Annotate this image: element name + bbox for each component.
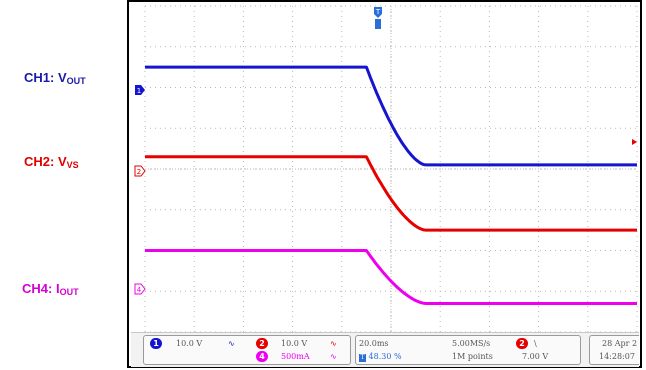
trigger-slope: \ <box>534 339 537 348</box>
ch4-label: CH4: IOUT <box>22 281 79 297</box>
trigger-level-marker[interactable] <box>632 139 637 145</box>
trigger-position-marker[interactable]: T <box>374 7 382 29</box>
timebase: 20.0ms <box>359 339 389 348</box>
ch4-badge: 4 <box>256 351 268 362</box>
trigger-level: 7.00 V <box>522 352 549 361</box>
ch4-trace <box>145 249 637 305</box>
ch1-label: CH1: VOUT <box>24 70 86 86</box>
graticule <box>144 5 638 333</box>
trigger-position: T 48.30 % <box>359 352 402 362</box>
ch2-label: CH2: VVS <box>24 154 79 170</box>
ch1-trace <box>145 65 637 167</box>
ch2-trace <box>145 155 637 232</box>
ch1-marker-label: 1 <box>137 87 141 95</box>
ch1-ground-marker[interactable]: 1 <box>135 85 145 95</box>
ch1-bandwidth-icon: ∿ <box>228 339 235 348</box>
traces <box>145 65 637 305</box>
oscilloscope-screen <box>127 0 642 368</box>
ch4-ground-marker[interactable]: 4 <box>134 283 146 295</box>
ch1-scale: 10.0 V <box>176 339 203 348</box>
ch1-badge: 1 <box>150 338 162 349</box>
status-bar: 1 10.0 V ∿ 2 10.0 V ∿ 4 500mA ∿ 20.0ms T… <box>131 332 639 367</box>
ch2-ground-marker[interactable]: 2 <box>134 165 146 177</box>
horizontal-trigger-box[interactable]: 20.0ms T 48.30 % 5.00MS/s 1M points 2 \ … <box>355 335 581 365</box>
ch4-marker-label: 4 <box>137 286 142 294</box>
vertical-settings-box[interactable]: 1 10.0 V ∿ 2 10.0 V ∿ 4 500mA ∿ <box>143 335 351 365</box>
ch4-scale: 500mA <box>281 352 310 361</box>
ch4-bandwidth-icon: ∿ <box>330 352 337 361</box>
record-length: 1M points <box>452 352 493 361</box>
ch2-bandwidth-icon: ∿ <box>330 339 337 348</box>
trigger-position-icon: T <box>359 354 366 362</box>
trigger-marker-label: T <box>375 8 381 16</box>
sample-rate: 5.00MS/s <box>452 339 491 348</box>
ch2-badge: 2 <box>256 338 268 349</box>
date: 28 Apr 2 <box>602 339 638 348</box>
ch2-scale: 10.0 V <box>281 339 308 348</box>
trigger-source-badge: 2 <box>516 338 528 349</box>
ch2-marker-label: 2 <box>137 168 141 176</box>
datetime-box: 28 Apr 2 14:28:07 <box>589 335 639 365</box>
time: 14:28:07 <box>599 352 635 361</box>
